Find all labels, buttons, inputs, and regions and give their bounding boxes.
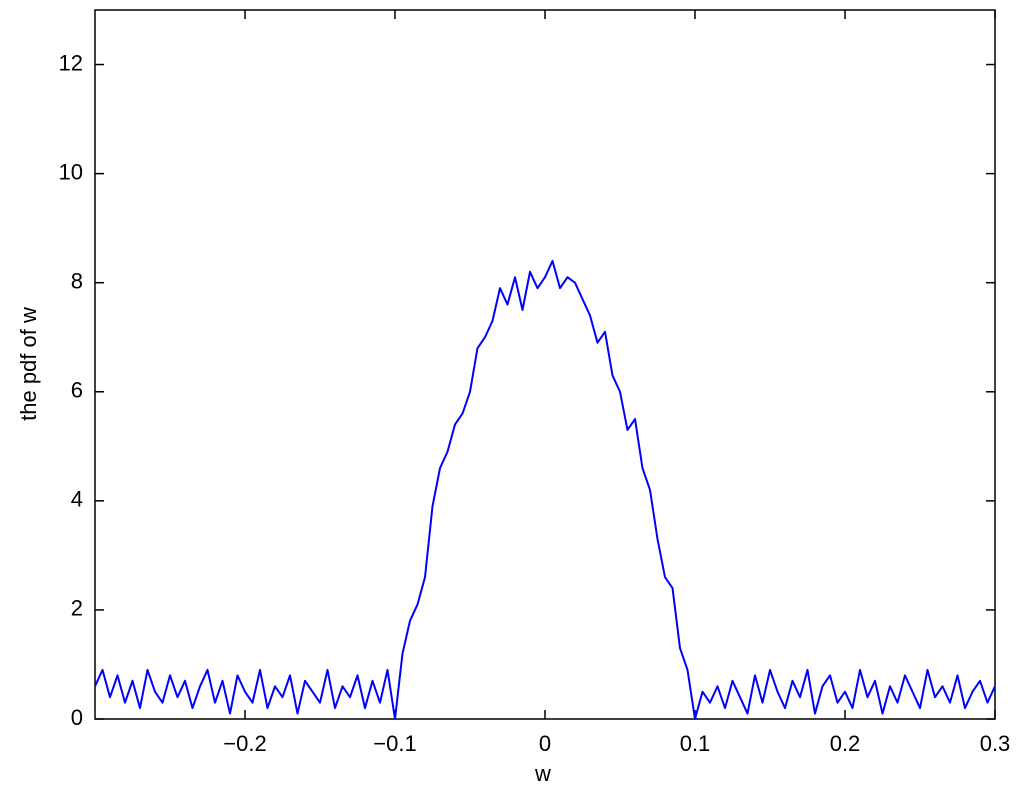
y-tick-label: 2 [71,596,83,621]
y-tick-label: 12 [59,50,83,75]
data-line [94,259,996,720]
x-axis-label: w [534,761,551,786]
y-tick-label: 6 [71,378,83,403]
x-tick-label: −0.2 [223,731,266,756]
y-tick-label: 8 [71,269,83,294]
x-tick-label: 0.1 [680,731,711,756]
y-tick-label: 10 [59,159,83,184]
x-tick-label: −0.1 [373,731,416,756]
y-tick-label: 4 [71,487,83,512]
x-tick-label: 0 [539,731,551,756]
plot-area [94,9,996,720]
y-axis-label: the pdf of w [16,307,41,421]
x-tick-label: 0.2 [830,731,861,756]
x-tick-label: 0.3 [980,731,1011,756]
y-tick-label: 0 [71,705,83,730]
